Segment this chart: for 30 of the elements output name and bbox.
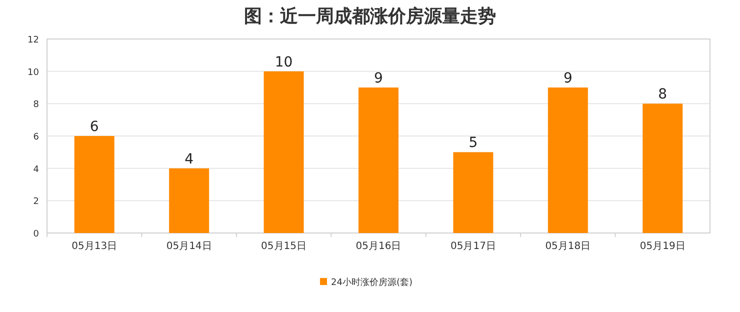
data-label: 9 (374, 70, 383, 86)
y-tick-label: 0 (33, 230, 40, 240)
y-tick-label: 6 (33, 132, 40, 142)
bar (169, 168, 210, 233)
data-label: 9 (563, 70, 572, 86)
y-tick-label: 10 (28, 68, 40, 78)
bar (548, 88, 588, 233)
chart-title: 图：近一周成都涨价房源量走势 (244, 6, 496, 27)
y-tick-label: 4 (33, 164, 40, 175)
x-tick-label: 05月17日 (450, 241, 496, 252)
x-tick-label: 05月15日 (261, 241, 307, 252)
x-tick-label: 05月13日 (72, 241, 118, 252)
data-label: 4 (184, 151, 194, 168)
data-label: 6 (90, 119, 99, 135)
y-tick-label: 2 (33, 197, 39, 208)
x-tick-label: 05月19日 (640, 241, 686, 252)
bar (642, 104, 683, 233)
data-label: 5 (468, 135, 478, 152)
data-label: 10 (274, 54, 293, 70)
legend-label: 24小时涨价房源(套) (331, 277, 412, 288)
x-tick-label: 05月16日 (356, 241, 402, 252)
y-tick-label: 12 (28, 36, 39, 46)
bar (453, 152, 494, 233)
x-tick-label: 05月18日 (545, 241, 591, 252)
x-tick-label: 05月14日 (166, 241, 212, 252)
bar (74, 136, 114, 233)
y-tick-label: 8 (33, 100, 40, 110)
bar (264, 71, 304, 233)
bar (358, 88, 398, 233)
data-label: 8 (658, 86, 668, 103)
